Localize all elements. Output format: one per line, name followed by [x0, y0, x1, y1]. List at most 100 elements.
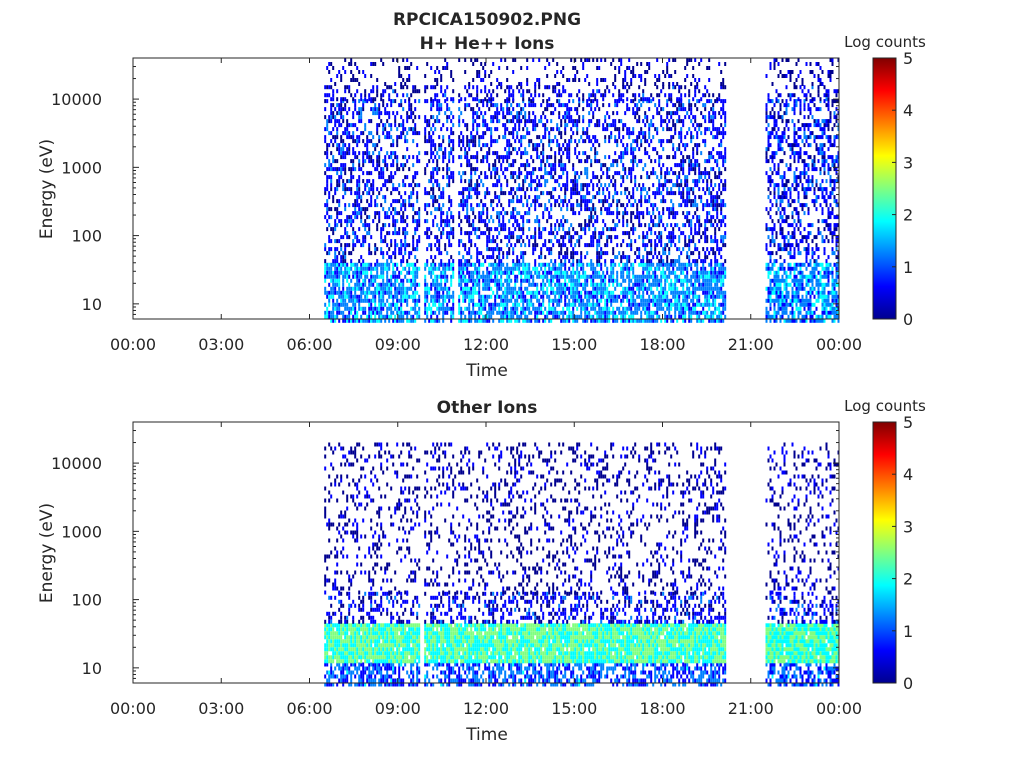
heatmap-cell	[348, 123, 351, 128]
heatmap-cell	[550, 227, 553, 232]
heatmap-cell	[492, 183, 495, 188]
heatmap-cell	[486, 243, 489, 248]
heatmap-cell	[370, 195, 373, 200]
heatmap-cell	[630, 298, 633, 303]
heatmap-cell	[470, 93, 473, 98]
heatmap-cell	[592, 93, 595, 98]
heatmap-cell	[446, 97, 449, 102]
heatmap-cell	[388, 290, 391, 295]
heatmap-cell	[654, 147, 657, 152]
heatmap-cell	[494, 159, 497, 164]
heatmap-cell	[452, 115, 455, 120]
heatmap-cell	[466, 135, 469, 140]
heatmap-cell	[540, 191, 543, 196]
heatmap-cell	[588, 155, 591, 160]
heatmap-cell	[380, 314, 383, 319]
heatmap-cell	[418, 207, 421, 212]
heatmap-cell	[436, 306, 439, 311]
heatmap-cell	[412, 278, 415, 283]
heatmap-cell	[328, 163, 331, 168]
heatmap-cell	[632, 294, 635, 299]
heatmap-cell	[440, 286, 443, 291]
heatmap-cell	[510, 278, 513, 283]
heatmap-cell	[414, 115, 417, 120]
heatmap-cell	[402, 85, 405, 90]
heatmap-cell	[606, 314, 609, 319]
heatmap-cell	[340, 147, 343, 152]
heatmap-cell	[344, 151, 347, 156]
heatmap-cell	[392, 163, 395, 168]
heatmap-cell	[492, 290, 495, 295]
heatmap-cell	[332, 111, 335, 116]
heatmap-cell	[370, 119, 373, 124]
heatmap-cell	[426, 119, 429, 124]
heatmap-cell	[594, 318, 597, 323]
heatmap-cell	[586, 199, 589, 204]
heatmap-cell	[380, 93, 383, 98]
heatmap-cell	[400, 314, 403, 319]
heatmap-cell	[440, 251, 443, 256]
heatmap-cell	[522, 219, 525, 224]
heatmap-cell	[450, 211, 453, 216]
heatmap-cell	[604, 310, 607, 315]
heatmap-cell	[596, 294, 599, 299]
heatmap-cell	[390, 290, 393, 295]
heatmap-cell	[614, 66, 617, 70]
heatmap-cell	[442, 123, 445, 128]
heatmap-cell	[492, 62, 495, 66]
heatmap-cell	[642, 270, 645, 275]
heatmap-cell	[512, 207, 515, 212]
heatmap-cell	[650, 290, 653, 295]
heatmap-cell	[638, 107, 641, 112]
heatmap-cell	[626, 306, 629, 311]
heatmap-cell	[632, 163, 635, 168]
heatmap-cell	[344, 187, 347, 192]
heatmap-cell	[416, 298, 419, 303]
heatmap-cell	[538, 82, 541, 86]
heatmap-cell	[410, 251, 413, 256]
heatmap-cell	[378, 107, 381, 112]
heatmap-cell	[632, 270, 635, 275]
heatmap-cell	[500, 302, 503, 307]
heatmap-cell	[484, 286, 487, 291]
heatmap-cell	[596, 239, 599, 244]
heatmap-cell	[490, 82, 493, 86]
heatmap-cell	[514, 290, 517, 295]
heatmap-cell	[418, 215, 421, 220]
heatmap-cell	[626, 231, 629, 236]
heatmap-cell	[648, 318, 651, 323]
heatmap-cell	[382, 294, 385, 299]
heatmap-cell	[412, 179, 415, 184]
heatmap-cell	[388, 123, 391, 128]
heatmap-cell	[542, 135, 545, 140]
heatmap-cell	[484, 223, 487, 228]
heatmap-cell	[658, 99, 661, 104]
heatmap-cell	[338, 175, 341, 180]
heatmap-cell	[448, 262, 451, 267]
heatmap-cell	[552, 298, 555, 303]
heatmap-cell	[336, 179, 339, 184]
heatmap-cell	[400, 262, 403, 267]
heatmap-cell	[402, 294, 405, 299]
heatmap-cell	[486, 223, 489, 228]
heatmap-cell	[492, 255, 495, 260]
heatmap-cell	[512, 290, 515, 295]
heatmap-cell	[566, 314, 569, 319]
heatmap-cell	[492, 266, 495, 271]
heatmap-cell	[510, 270, 513, 275]
heatmap-cell	[550, 298, 553, 303]
heatmap-cell	[650, 139, 653, 144]
heatmap-cell	[622, 151, 625, 156]
heatmap-cell	[356, 111, 359, 116]
heatmap-cell	[548, 85, 551, 90]
heatmap-cell	[470, 203, 473, 208]
heatmap-cell	[570, 58, 573, 62]
heatmap-cell	[592, 58, 595, 62]
heatmap-cell	[432, 103, 435, 108]
heatmap-cell	[352, 239, 355, 244]
heatmap-cell	[334, 159, 337, 164]
heatmap-cell	[576, 290, 579, 295]
heatmap-cell	[414, 219, 417, 224]
heatmap-cell	[512, 314, 515, 319]
heatmap-cell	[572, 227, 575, 232]
